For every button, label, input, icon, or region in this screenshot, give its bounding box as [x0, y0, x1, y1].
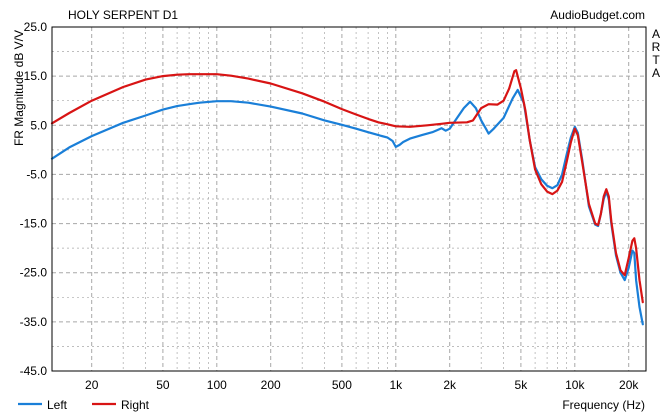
- x-tick-label: 2k: [443, 378, 457, 392]
- tick-labels: 20 50 100 200 500 1k 2k 5k 10k 20k 25.0 15.0 5.0 -5.0…: [20, 20, 640, 392]
- y-tick-label: 5.0: [30, 118, 47, 132]
- side-label-letter: T: [652, 53, 660, 67]
- grid-lines: [52, 27, 646, 371]
- y-tick-label: 25.0: [24, 20, 48, 34]
- x-axis-label: Frequency (Hz): [562, 398, 645, 412]
- x-tick-label: 500: [332, 378, 352, 392]
- plot-frame: [51, 26, 647, 372]
- legend-label-right: Right: [121, 398, 150, 412]
- y-tick-label: -5.0: [26, 167, 47, 181]
- x-tick-label: 5k: [515, 378, 529, 392]
- y-tick-label: -25.0: [20, 266, 48, 280]
- x-tick-label: 100: [207, 378, 227, 392]
- y-tick-label: -45.0: [20, 364, 48, 378]
- series-line-right: [50, 69, 644, 304]
- x-tick-label: 50: [156, 378, 170, 392]
- side-label-letter: A: [652, 66, 660, 80]
- chart-title: HOLY SERPENT D1: [68, 8, 178, 22]
- x-tick-label: 20: [85, 378, 99, 392]
- x-tick-label: 10k: [565, 378, 585, 392]
- y-axis-label: FR Magnitude dB V/V: [12, 30, 26, 146]
- x-tick-label: 200: [261, 378, 281, 392]
- side-label-letter: A: [652, 27, 660, 41]
- y-tick-label: -35.0: [20, 315, 48, 329]
- plot-series: [50, 69, 644, 326]
- legend-label-left: Left: [47, 398, 68, 412]
- y-tick-label: -15.0: [20, 217, 48, 231]
- x-tick-label: 20k: [619, 378, 639, 392]
- x-tick-label: 1k: [389, 378, 403, 392]
- legend: Left Right: [18, 398, 150, 412]
- y-tick-label: 15.0: [24, 69, 48, 83]
- side-label-letter: R: [652, 40, 661, 54]
- watermark-text: AudioBudget.com: [550, 8, 645, 22]
